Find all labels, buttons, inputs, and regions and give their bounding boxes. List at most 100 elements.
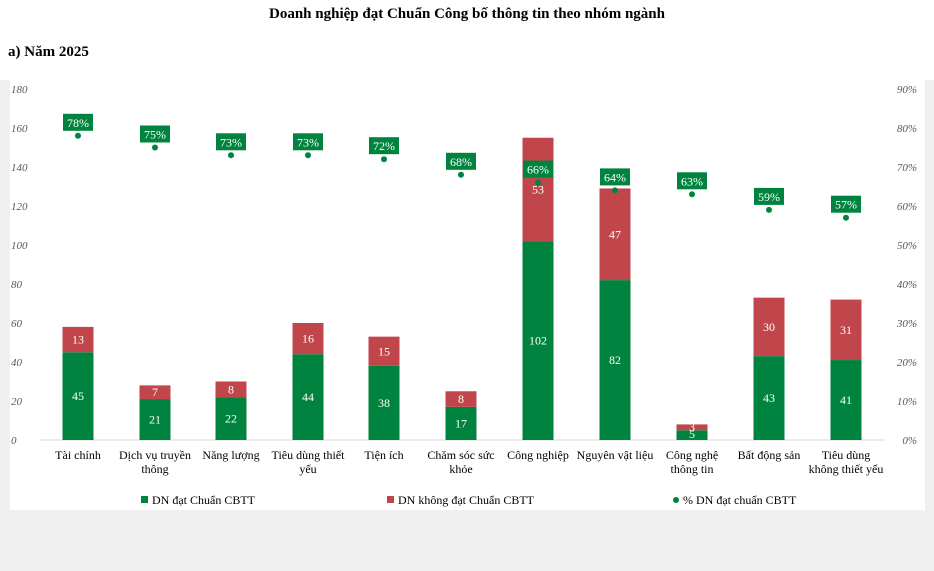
chart-subtitle: a) Năm 2025 [8,44,89,60]
bar-khong-dat-chuan [522,137,554,242]
category-label: Chăm sóc sức [427,448,494,462]
bar-value-label: 30 [763,320,775,334]
percent-label: 73% [220,135,242,149]
bar-value-label: 3 [689,420,695,434]
bar-value-label: 17 [455,416,467,430]
percent-dot [535,179,541,186]
category-label: không thiết yếu [809,462,884,476]
bar-value-label: 8 [458,392,464,406]
category-label: Tài chính [55,448,101,462]
y-tick-label: 140 [11,162,28,174]
percent-label: 73% [297,135,319,149]
percent-label-box [63,113,93,131]
percent-dot [75,132,81,139]
bar-khong-dat-chuan [830,299,862,361]
category-label: Dịch vụ truyền [119,448,191,462]
bar-value-label: 47 [609,227,621,241]
percent-label-box [369,137,399,155]
bar-value-label: 5 [689,427,695,441]
y-tick-label: 0 [11,435,17,447]
bar-khong-dat-chuan [599,188,631,281]
bar-value-label: 21 [149,413,161,427]
y2-tick-label: 80% [897,123,917,135]
bar-dat-chuan [139,399,171,440]
bar-khong-dat-chuan [676,424,708,431]
category-label: Bất động sản [738,448,801,462]
bar-value-label: 44 [302,390,314,404]
category-label: Tiêu dùng [822,448,871,462]
bar-value-label: 102 [529,334,547,348]
bar-khong-dat-chuan [215,381,247,398]
bar-value-label: 53 [532,182,544,196]
category-label: Công nghiệp [507,448,569,462]
percent-label: 64% [604,170,626,184]
bar-khong-dat-chuan [445,391,477,407]
y2-tick-label: 30% [896,318,917,330]
y2-tick-label: 20% [897,357,917,369]
bar-khong-dat-chuan [139,385,171,400]
bar-value-label: 41 [840,393,852,407]
bar-dat-chuan [368,365,400,440]
percent-label-box [600,168,630,186]
percent-label: 75% [144,128,166,142]
percent-dot [228,152,234,159]
category-label: thông tin [670,462,713,476]
percent-dot [152,144,158,151]
percent-label-box [677,172,707,190]
bar-dat-chuan [292,354,324,440]
legend-swatch-percent [673,497,679,503]
legend-label: % DN đạt chuẩn CBTT [683,493,797,507]
percent-label-box [293,133,323,151]
y2-tick-label: 60% [897,201,917,213]
legend-swatch-khong-dat-chuan [387,496,394,503]
y2-tick-label: 40% [897,279,917,291]
percent-label-box [831,195,861,213]
y2-tick-label: 90% [897,84,917,96]
y2-tick-label: 50% [897,240,917,252]
bar-dat-chuan [215,397,247,440]
bar-dat-chuan [62,352,94,440]
bar-dat-chuan [753,356,785,440]
bar-khong-dat-chuan [753,297,785,357]
bar-dat-chuan [676,430,708,440]
bar-value-label: 15 [378,344,390,358]
category-label: Tiêu dùng thiết [272,448,346,462]
bar-khong-dat-chuan [368,336,400,366]
percent-dot [458,171,464,178]
legend-swatch-dat-chuan [141,496,148,503]
y-tick-label: 100 [11,240,28,252]
y2-tick-label: 10% [897,396,917,408]
percent-label: 66% [527,163,549,177]
percent-label: 57% [835,198,857,212]
legend-label: DN không đạt Chuẩn CBTT [398,493,535,507]
y-tick-label: 60 [11,318,23,330]
percent-label: 63% [681,174,703,188]
y-tick-label: 20 [11,396,23,408]
percent-label-box [523,160,553,178]
bar-value-label: 7 [152,385,158,399]
percent-dot [305,152,311,159]
header-band [0,0,934,80]
bar-dat-chuan [830,360,862,440]
percent-label: 72% [373,139,395,153]
percent-label: 78% [67,116,89,130]
bar-khong-dat-chuan [292,323,324,355]
chart-title: Doanh nghiệp đạt Chuẩn Công bố thông tin… [269,6,665,22]
percent-label-box [446,152,476,170]
bar-dat-chuan [522,241,554,440]
y-tick-label: 80 [11,279,23,291]
percent-label: 59% [758,190,780,204]
y-tick-label: 180 [11,84,28,96]
category-label: Năng lượng [202,448,259,462]
bar-dat-chuan [599,280,631,440]
bar-value-label: 43 [763,391,775,405]
category-label: Nguyên vật liệu [577,448,654,462]
bar-value-label: 82 [609,353,621,367]
percent-dot [766,206,772,213]
percent-label-box [216,133,246,151]
percent-dot [612,187,618,194]
percent-dot [689,191,695,198]
bar-value-label: 31 [840,323,852,337]
bar-value-label: 38 [378,396,390,410]
